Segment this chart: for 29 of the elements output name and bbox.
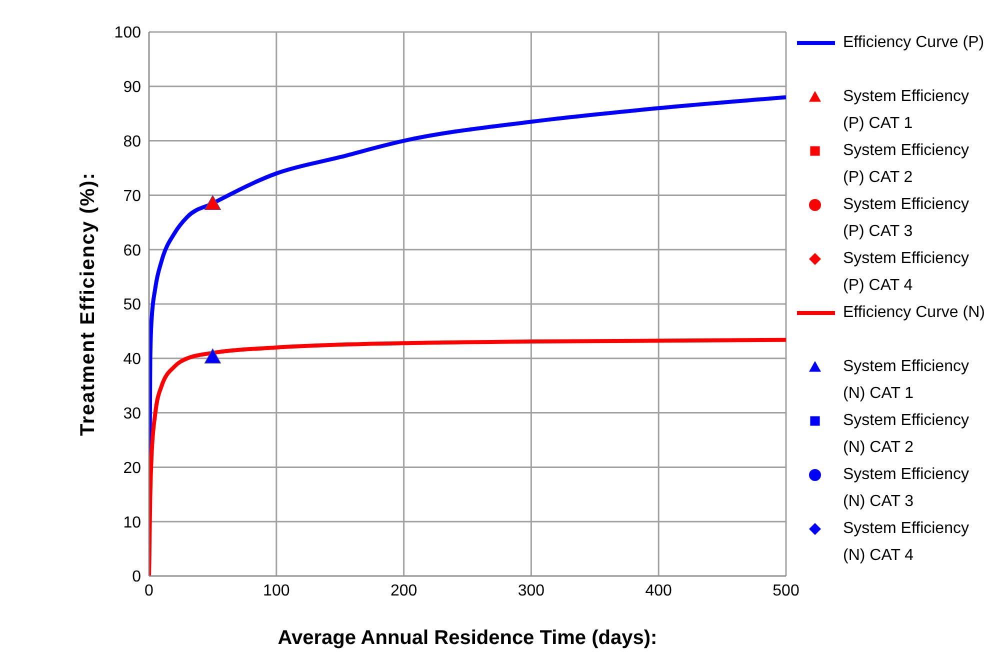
legend-label: System Efficiency (P) CAT 3: [843, 195, 970, 242]
legend-label: System Efficiency (N) CAT 2: [843, 411, 970, 458]
legend-label: System Efficiency (N) CAT 1: [843, 357, 970, 404]
y-tick-label: 80: [123, 133, 142, 150]
y-tick-label: 100: [114, 24, 142, 42]
legend-label: System Efficiency (P) CAT 1: [843, 87, 970, 134]
x-axis-title: Average Annual Residence Time (days):: [278, 627, 658, 649]
y-tick-label: 30: [123, 405, 142, 422]
legend-label: System Efficiency (P) CAT 2: [843, 141, 970, 188]
y-tick-label: 0: [132, 568, 142, 586]
x-tick-label: 0: [144, 582, 154, 600]
x-tick-label: 100: [263, 582, 290, 600]
legend-label: System Efficiency (N) CAT 4: [843, 519, 970, 566]
legend-label: System Efficiency (N) CAT 3: [843, 465, 970, 512]
legend-label: Efficiency Curve (N): [843, 303, 985, 323]
y-tick-label: 60: [123, 242, 142, 260]
x-tick-label: 300: [518, 582, 545, 600]
legend-label: Efficiency Curve (P): [843, 33, 984, 53]
y-tick-label: 70: [123, 188, 142, 205]
x-tick-label: 200: [390, 582, 418, 600]
y-tick-label: 90: [123, 79, 142, 96]
y-tick-label: 20: [123, 460, 142, 477]
legend-label: System Efficiency (P) CAT 4: [843, 249, 970, 296]
x-tick-label: 500: [772, 582, 800, 600]
y-axis-title: Treatment Efficiency (%):: [77, 172, 100, 436]
y-tick-label: 40: [123, 351, 142, 368]
y-tick-label: 10: [123, 514, 142, 532]
x-tick-label: 400: [645, 582, 672, 600]
y-tick-label: 50: [123, 296, 142, 314]
